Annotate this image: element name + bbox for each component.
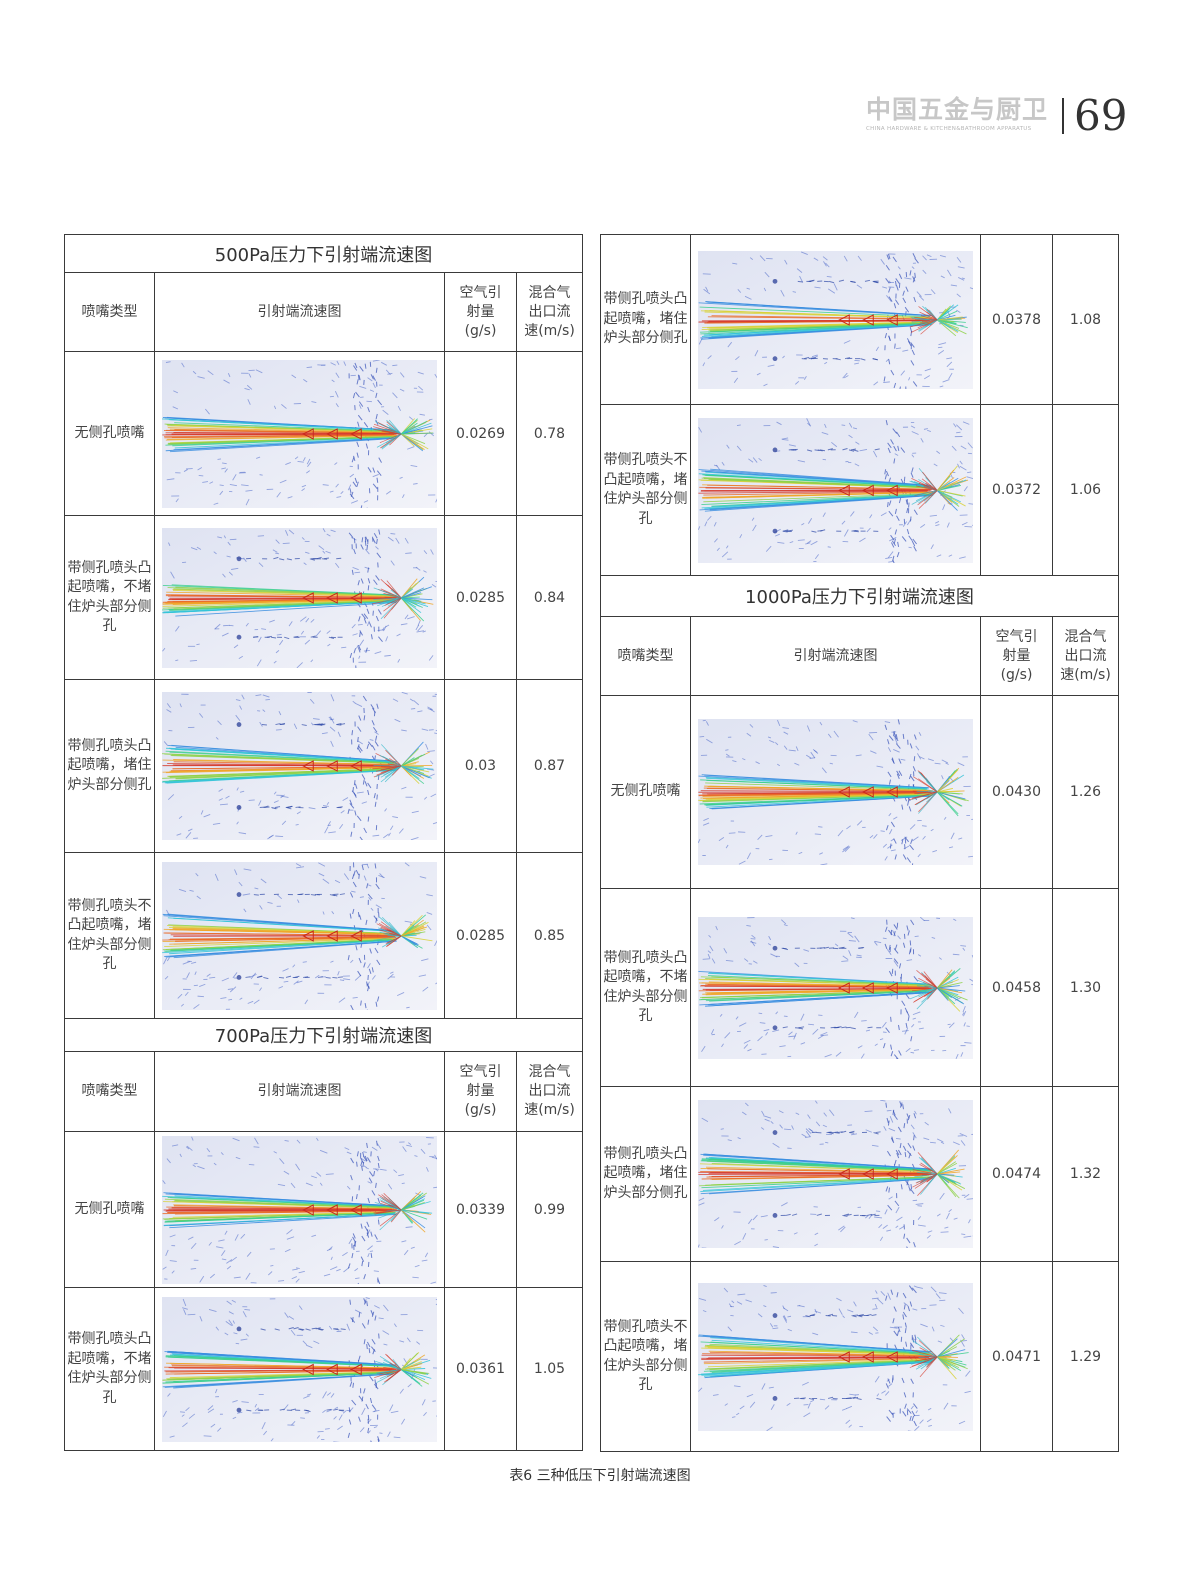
air-value: 0.0378 bbox=[980, 234, 1053, 405]
speed-value: 0.99 bbox=[516, 1131, 583, 1288]
col-header-image: 引射端流速图 bbox=[154, 272, 445, 352]
col-header-type: 喷嘴类型 bbox=[64, 1051, 155, 1132]
flow-image-cell bbox=[690, 1086, 981, 1262]
speed-value: 1.08 bbox=[1052, 234, 1119, 405]
flow-image-cell bbox=[154, 1287, 445, 1451]
nozzle-type: 带侧孔喷头不凸起喷嘴，堵住炉头部分侧孔 bbox=[64, 852, 155, 1019]
nozzle-type: 带侧孔喷头凸起喷嘴，不堵住炉头部分侧孔 bbox=[64, 515, 155, 680]
speed-value: 0.84 bbox=[516, 515, 583, 680]
air-value: 0.0474 bbox=[980, 1086, 1053, 1262]
flow-velocity-image bbox=[162, 861, 437, 1010]
col-header-air: 空气引射量(g/s) bbox=[980, 616, 1053, 696]
col-header-type: 喷嘴类型 bbox=[64, 272, 155, 352]
flow-velocity-image bbox=[698, 1282, 973, 1431]
nozzle-type: 无侧孔喷嘴 bbox=[64, 351, 155, 516]
air-value: 0.0471 bbox=[980, 1261, 1053, 1452]
page-number: 69 bbox=[1074, 91, 1128, 140]
col-header-air: 空气引射量(g/s) bbox=[444, 272, 517, 352]
table-row: 带侧孔喷头凸起喷嘴，不堵住炉头部分侧孔 0.0458 1.30 bbox=[600, 888, 1119, 1087]
col-header-speed: 混合气出口流速(m/s) bbox=[516, 1051, 583, 1132]
flow-image-cell bbox=[154, 1131, 445, 1288]
logo-subtitle: CHINA HARDWARE & KITCHEN&BATHROOM APPARA… bbox=[866, 126, 1032, 132]
speed-value: 1.29 bbox=[1052, 1261, 1119, 1452]
table-caption: 表6 三种低压下引射端流速图 bbox=[509, 1468, 691, 1484]
table-row: 带侧孔喷头不凸起喷嘴，堵住炉头部分侧孔 0.0372 1.06 bbox=[600, 404, 1119, 576]
nozzle-type: 带侧孔喷头凸起喷嘴，堵住炉头部分侧孔 bbox=[600, 234, 691, 405]
table-row: 无侧孔喷嘴 0.0339 0.99 bbox=[64, 1131, 583, 1288]
flow-image-cell bbox=[154, 351, 445, 516]
speed-value: 1.30 bbox=[1052, 888, 1119, 1087]
speed-value: 0.87 bbox=[516, 679, 583, 853]
flow-velocity-image bbox=[698, 250, 973, 389]
speed-value: 1.05 bbox=[516, 1287, 583, 1451]
nozzle-type: 带侧孔喷头凸起喷嘴，不堵住炉头部分侧孔 bbox=[64, 1287, 155, 1451]
flow-image-cell bbox=[690, 234, 981, 405]
table-row: 带侧孔喷头不凸起喷嘴，堵住炉头部分侧孔 0.0285 0.85 bbox=[64, 852, 583, 1019]
speed-value: 1.32 bbox=[1052, 1086, 1119, 1262]
air-value: 0.0285 bbox=[444, 852, 517, 1019]
nozzle-type: 带侧孔喷头不凸起喷嘴，堵住炉头部分侧孔 bbox=[600, 404, 691, 576]
flow-velocity-image bbox=[698, 417, 973, 563]
col-header-image: 引射端流速图 bbox=[154, 1051, 445, 1132]
flow-velocity-image bbox=[698, 1100, 973, 1248]
flow-velocity-image bbox=[162, 1296, 437, 1442]
nozzle-type: 带侧孔喷头凸起喷嘴，堵住炉头部分侧孔 bbox=[64, 679, 155, 853]
nozzle-type: 带侧孔喷头凸起喷嘴，堵住炉头部分侧孔 bbox=[600, 1086, 691, 1262]
air-value: 0.0372 bbox=[980, 404, 1053, 576]
section-title-700: 700Pa压力下引射端流速图 bbox=[64, 1018, 583, 1052]
header-divider bbox=[1062, 98, 1064, 134]
speed-value: 0.85 bbox=[516, 852, 583, 1019]
flow-velocity-image bbox=[162, 527, 437, 668]
air-value: 0.03 bbox=[444, 679, 517, 853]
logo-title: 中国五金与厨卫 bbox=[866, 95, 1049, 124]
flow-image-cell bbox=[690, 404, 981, 576]
col-header-air: 空气引射量(g/s) bbox=[444, 1051, 517, 1132]
table-row: 带侧孔喷头凸起喷嘴，堵住炉头部分侧孔 0.0378 1.08 bbox=[600, 234, 1119, 405]
header-row: 喷嘴类型 引射端流速图 空气引射量(g/s) 混合气出口流速(m/s) bbox=[600, 616, 1119, 696]
speed-value: 1.26 bbox=[1052, 695, 1119, 889]
speed-value: 1.06 bbox=[1052, 404, 1119, 576]
table-row: 带侧孔喷头凸起喷嘴，不堵住炉头部分侧孔 0.0285 0.84 bbox=[64, 515, 583, 680]
flow-image-cell bbox=[154, 679, 445, 853]
right-table: 带侧孔喷头凸起喷嘴，堵住炉头部分侧孔 0.0378 1.08 带侧孔喷头不凸起喷… bbox=[600, 234, 1119, 1452]
flow-velocity-image bbox=[162, 692, 437, 840]
header-row: 喷嘴类型 引射端流速图 空气引射量(g/s) 混合气出口流速(m/s) bbox=[64, 272, 583, 352]
flow-velocity-image bbox=[162, 359, 437, 508]
col-header-image: 引射端流速图 bbox=[690, 616, 981, 696]
flow-velocity-image bbox=[698, 719, 973, 865]
nozzle-type: 带侧孔喷头凸起喷嘴，不堵住炉头部分侧孔 bbox=[600, 888, 691, 1087]
flow-image-cell bbox=[690, 1261, 981, 1452]
table-row: 带侧孔喷头不凸起喷嘴，堵住炉头部分侧孔 0.0471 1.29 bbox=[600, 1261, 1119, 1452]
left-table: 500Pa压力下引射端流速图 喷嘴类型 引射端流速图 空气引射量(g/s) 混合… bbox=[64, 234, 583, 1451]
table-row: 带侧孔喷头凸起喷嘴，堵住炉头部分侧孔 0.03 0.87 bbox=[64, 679, 583, 853]
section-title-500: 500Pa压力下引射端流速图 bbox=[64, 234, 583, 273]
flow-image-cell bbox=[690, 888, 981, 1087]
air-value: 0.0361 bbox=[444, 1287, 517, 1451]
header-row: 喷嘴类型 引射端流速图 空气引射量(g/s) 混合气出口流速(m/s) bbox=[64, 1051, 583, 1132]
air-value: 0.0269 bbox=[444, 351, 517, 516]
air-value: 0.0430 bbox=[980, 695, 1053, 889]
speed-value: 0.78 bbox=[516, 351, 583, 516]
table-row: 带侧孔喷头凸起喷嘴，堵住炉头部分侧孔 0.0474 1.32 bbox=[600, 1086, 1119, 1262]
col-header-type: 喷嘴类型 bbox=[600, 616, 691, 696]
nozzle-type: 无侧孔喷嘴 bbox=[600, 695, 691, 889]
nozzle-type: 带侧孔喷头不凸起喷嘴，堵住炉头部分侧孔 bbox=[600, 1261, 691, 1452]
flow-image-cell bbox=[154, 852, 445, 1019]
table-row: 无侧孔喷嘴 0.0269 0.78 bbox=[64, 351, 583, 516]
air-value: 0.0285 bbox=[444, 515, 517, 680]
nozzle-type: 无侧孔喷嘴 bbox=[64, 1131, 155, 1288]
col-header-speed: 混合气出口流速(m/s) bbox=[516, 272, 583, 352]
table-row: 带侧孔喷头凸起喷嘴，不堵住炉头部分侧孔 0.0361 1.05 bbox=[64, 1287, 583, 1451]
col-header-speed: 混合气出口流速(m/s) bbox=[1052, 616, 1119, 696]
air-value: 0.0339 bbox=[444, 1131, 517, 1288]
flow-velocity-image bbox=[162, 1135, 437, 1284]
flow-velocity-image bbox=[698, 916, 973, 1059]
flow-image-cell bbox=[154, 515, 445, 680]
magazine-logo: 中国五金与厨卫 CHINA HARDWARE & KITCHEN&BATHROO… bbox=[866, 95, 1049, 136]
section-title-1000: 1000Pa压力下引射端流速图 bbox=[600, 575, 1119, 617]
air-value: 0.0458 bbox=[980, 888, 1053, 1087]
flow-image-cell bbox=[690, 695, 981, 889]
table-row: 无侧孔喷嘴 0.0430 1.26 bbox=[600, 695, 1119, 889]
